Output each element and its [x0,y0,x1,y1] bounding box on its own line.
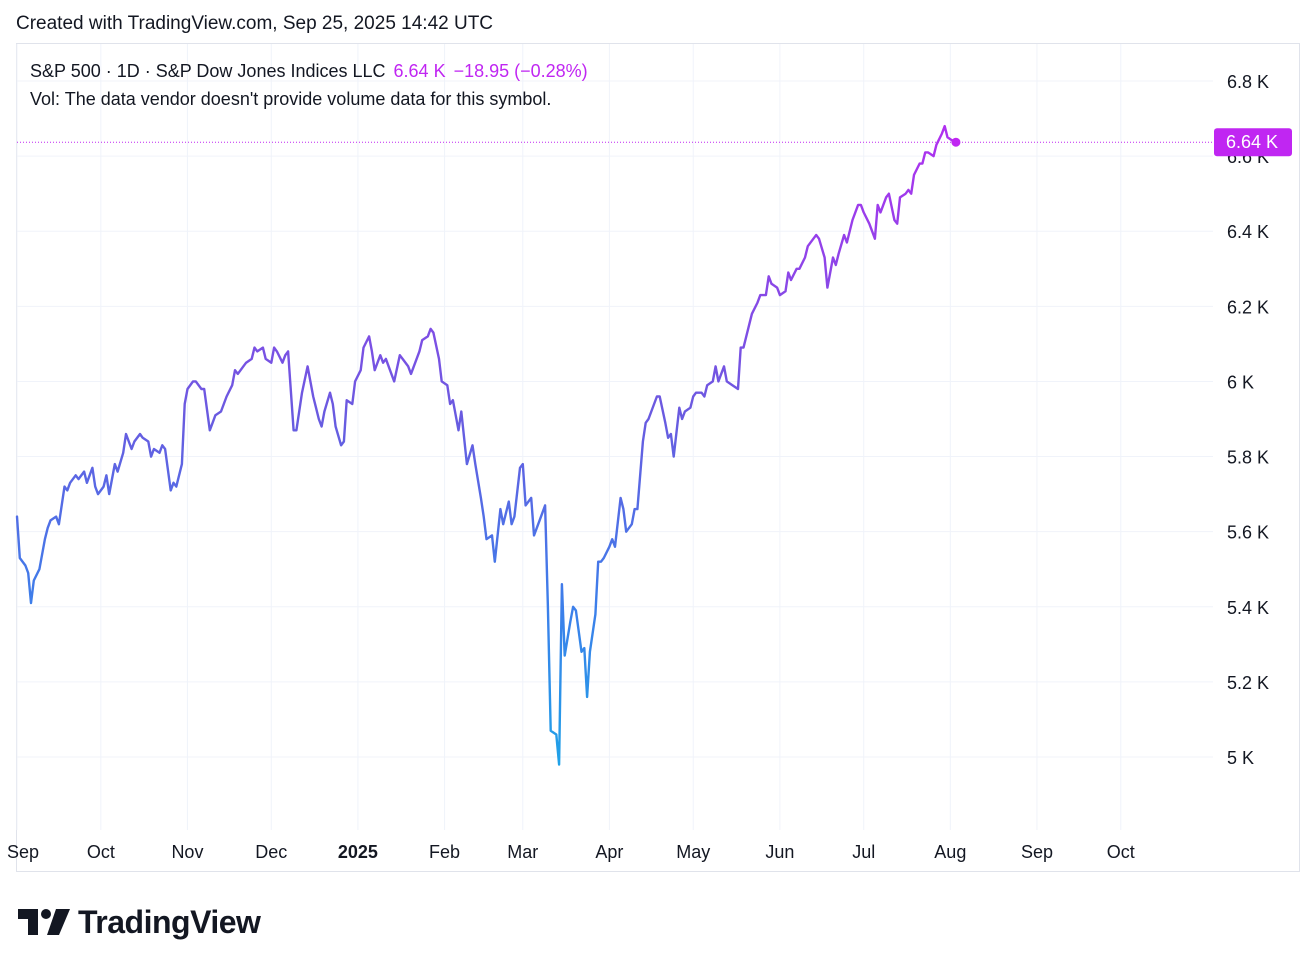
grid-lines [16,44,1213,830]
legend-symbol: S&P 500 · 1D · S&P Dow Jones Indices LLC [30,61,386,81]
x-tick-label: Jun [765,842,794,862]
x-tick-label: Sep [1021,842,1053,862]
tradingview-logo[interactable]: TradingView [18,902,261,942]
legend: S&P 500 · 1D · S&P Dow Jones Indices LLC… [30,57,588,113]
y-axis: 5 K5.2 K5.4 K5.6 K5.8 K6 K6.2 K6.4 K6.6 … [1227,72,1269,768]
y-tick-label: 5.2 K [1227,673,1269,693]
series-line-sp500 [15,124,958,766]
x-tick-label: 2025 [338,842,378,862]
x-tick-label: May [676,842,710,862]
price-tag-label: 6.64 K [1226,132,1278,152]
y-tick-label: 6.2 K [1227,297,1269,317]
y-tick-label: 6 K [1227,372,1254,392]
x-tick-label: Dec [255,842,287,862]
y-tick-label: 6.8 K [1227,72,1269,92]
legend-last-value: 6.64 K [393,61,446,81]
y-tick-label: 5.6 K [1227,523,1269,543]
x-tick-label: Apr [595,842,623,862]
x-tick-label: Oct [87,842,115,862]
x-tick-label: Aug [934,842,966,862]
x-tick-label: Nov [171,842,203,862]
x-tick-label: Oct [1107,842,1135,862]
legend-symbol-row[interactable]: S&P 500 · 1D · S&P Dow Jones Indices LLC… [30,57,588,85]
y-tick-label: 6.4 K [1227,222,1269,242]
x-tick-label: Jul [852,842,875,862]
tradingview-wordmark: TradingView [78,903,261,940]
created-with-caption: Created with TradingView.com, Sep 25, 20… [16,13,494,34]
tradingview-logo-icon [18,909,70,935]
y-tick-label: 5 K [1227,748,1254,768]
x-axis: Sep Oct Nov Dec 2025 Feb Mar Apr May Jun Jul Aug Sep… [7,842,1135,862]
x-tick-label: Sep [7,842,39,862]
y-tick-label: 5.4 K [1227,598,1269,618]
x-tick-label: Feb [429,842,460,862]
price-tag: 6.64 K [1214,128,1292,157]
legend-change: −18.95 (−0.28%) [453,61,588,81]
last-price-dot [951,137,961,147]
y-tick-label: 5.8 K [1227,448,1269,468]
x-tick-label: Mar [507,842,538,862]
legend-volume-note: Vol: The data vendor doesn't provide vol… [30,89,552,109]
